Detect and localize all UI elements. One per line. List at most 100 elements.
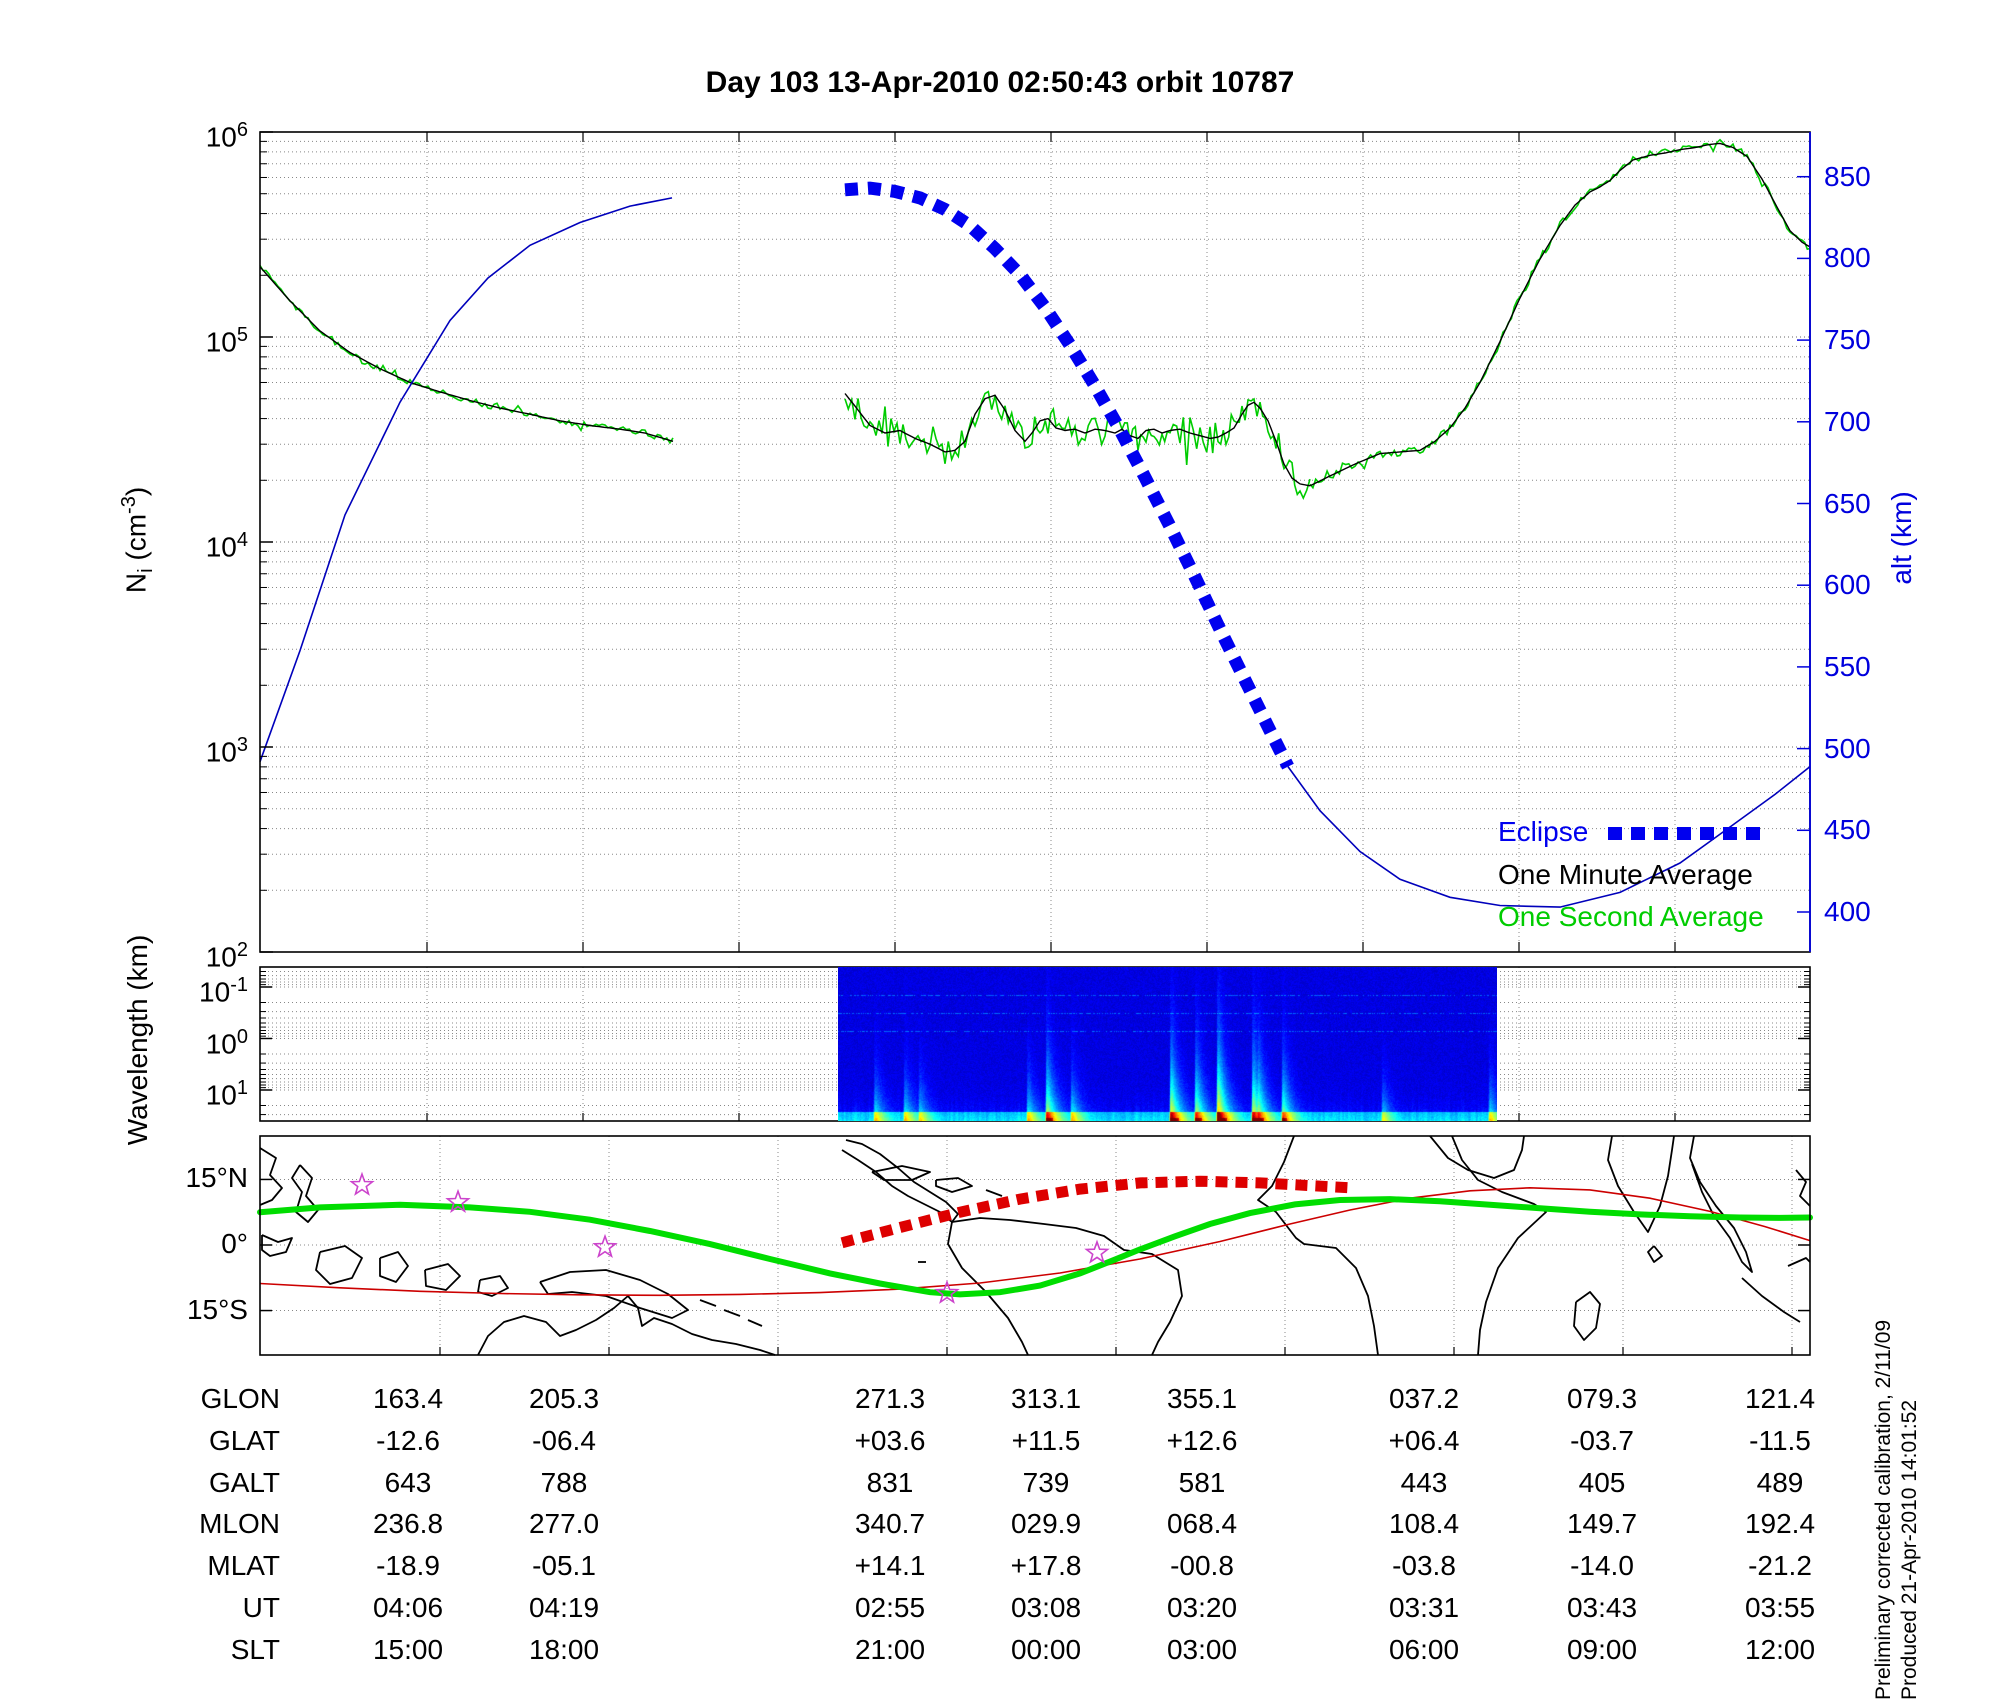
wavelength-axis-label: Wavelength (km) bbox=[122, 934, 153, 1146]
ni-axis-label: Ni (cm-3) bbox=[118, 486, 157, 594]
table-value-ut: 04:06 bbox=[372, 1592, 444, 1623]
alt-axis-label: alt (km) bbox=[1886, 491, 1917, 585]
table-value-glon: 355.1 bbox=[1166, 1383, 1238, 1414]
table-value-mlat: +17.8 bbox=[1010, 1550, 1082, 1581]
table-value-glon: 205.3 bbox=[528, 1383, 600, 1414]
table-value-mlat: -05.1 bbox=[532, 1550, 596, 1581]
page-title: Day 103 13-Apr-2010 02:50:43 orbit 10787 bbox=[705, 66, 1295, 99]
spectrogram-image bbox=[838, 967, 1497, 1121]
map-axes bbox=[259, 1135, 1811, 1356]
table-value-mlon: 236.8 bbox=[372, 1508, 444, 1539]
table-value-slt: 00:00 bbox=[1010, 1634, 1082, 1665]
map-grid bbox=[260, 1136, 1810, 1355]
calibration-note: Preliminary corrected calibration, 2/11/… bbox=[1872, 1319, 1895, 1700]
alt-tick-label: 850 bbox=[1824, 160, 1871, 192]
table-value-galt: 581 bbox=[1178, 1467, 1226, 1498]
table-value-glon: 079.3 bbox=[1566, 1383, 1638, 1414]
map-lat-tick-label: 15°S bbox=[186, 1293, 248, 1325]
wavelength-tick-label: 10-1 bbox=[199, 974, 248, 1008]
table-value-ut: 03:20 bbox=[1166, 1592, 1238, 1623]
density-axes bbox=[259, 131, 1811, 953]
alt-tick-label: 500 bbox=[1824, 732, 1871, 764]
table-value-mlat: -14.0 bbox=[1570, 1550, 1634, 1581]
table-value-glat: -06.4 bbox=[532, 1425, 596, 1456]
alt-tick-label: 800 bbox=[1824, 242, 1871, 274]
table-value-galt: 788 bbox=[540, 1467, 588, 1498]
table-value-mlon: 192.4 bbox=[1744, 1508, 1816, 1539]
table-value-glat: -11.5 bbox=[1749, 1425, 1811, 1456]
table-value-mlon: 340.7 bbox=[854, 1508, 926, 1539]
ni-tick-label: 104 bbox=[205, 529, 248, 563]
table-value-glat: +03.6 bbox=[854, 1425, 926, 1456]
alt-tick-label: 450 bbox=[1824, 814, 1871, 846]
alt-tick-label: 750 bbox=[1824, 324, 1871, 356]
map-ground-track bbox=[257, 1196, 1813, 1298]
ni-tick-label: 102 bbox=[205, 939, 248, 973]
one-minute-average-trace bbox=[259, 142, 1811, 487]
table-row-label-glat: GLAT bbox=[208, 1425, 280, 1456]
altitude-trace bbox=[259, 197, 1811, 908]
table-value-mlon: 068.4 bbox=[1166, 1508, 1238, 1539]
table-value-glat: -12.6 bbox=[376, 1425, 440, 1456]
table-value-galt: 739 bbox=[1022, 1467, 1070, 1498]
ni-tick-label: 105 bbox=[205, 324, 248, 358]
table-row-label-galt: GALT bbox=[208, 1467, 280, 1498]
table-value-ut: 03:55 bbox=[1744, 1592, 1816, 1623]
alt-tick-label: 700 bbox=[1824, 405, 1871, 437]
ni-tick-label: 103 bbox=[205, 734, 248, 768]
map-eclipse-track bbox=[840, 1175, 1351, 1249]
table-value-glat: +12.6 bbox=[1166, 1425, 1238, 1456]
table-value-galt: 831 bbox=[866, 1467, 914, 1498]
table-value-slt: 03:00 bbox=[1166, 1634, 1238, 1665]
table-value-mlon: 277.0 bbox=[528, 1508, 600, 1539]
table-value-galt: 405 bbox=[1578, 1467, 1626, 1498]
table-value-slt: 21:00 bbox=[854, 1634, 926, 1665]
table-value-slt: 12:00 bbox=[1744, 1634, 1816, 1665]
alt-tick-label: 400 bbox=[1824, 896, 1871, 927]
table-value-slt: 15:00 bbox=[372, 1634, 444, 1665]
table-value-glon: 037.2 bbox=[1388, 1383, 1460, 1414]
map-magnetic-equator bbox=[259, 1186, 1811, 1297]
ni-tick-label: 106 bbox=[205, 119, 248, 153]
table-value-mlat: -18.9 bbox=[376, 1550, 440, 1581]
legend-eclipse-dash-sample bbox=[1608, 827, 1764, 840]
table-value-glon: 163.4 bbox=[372, 1383, 444, 1414]
table-value-ut: 03:08 bbox=[1010, 1592, 1082, 1623]
table-row-label-ut: UT bbox=[242, 1592, 280, 1623]
table-value-glat: -03.7 bbox=[1570, 1425, 1634, 1456]
table-value-slt: 06:00 bbox=[1388, 1634, 1460, 1665]
table-value-ut: 03:43 bbox=[1566, 1592, 1638, 1623]
table-value-mlat: -03.8 bbox=[1392, 1550, 1456, 1581]
table-value-galt: 489 bbox=[1756, 1467, 1804, 1498]
table-value-ut: 04:19 bbox=[528, 1592, 600, 1623]
table-row-label-mlon: MLON bbox=[199, 1508, 280, 1539]
map-lat-tick-label: 15°N bbox=[185, 1162, 248, 1194]
eclipse-trace bbox=[844, 181, 1294, 770]
table-value-mlat: -00.8 bbox=[1170, 1550, 1234, 1581]
table-value-ut: 02:55 bbox=[854, 1592, 926, 1623]
table-value-mlat: +14.1 bbox=[854, 1550, 926, 1581]
density-grid bbox=[260, 132, 1810, 953]
table-value-glon: 121.4 bbox=[1744, 1383, 1816, 1414]
legend-label-eclipse: Eclipse bbox=[1498, 816, 1589, 847]
table-value-mlon: 149.7 bbox=[1566, 1508, 1638, 1539]
table-value-slt: 09:00 bbox=[1566, 1634, 1638, 1665]
legend-label-one-minute: One Minute Average bbox=[1498, 859, 1753, 890]
wavelength-tick-label: 101 bbox=[205, 1077, 248, 1111]
alt-tick-label: 650 bbox=[1824, 487, 1871, 519]
table-value-mlon: 108.4 bbox=[1388, 1508, 1460, 1539]
table-value-ut: 03:31 bbox=[1388, 1592, 1460, 1623]
table-row-label-slt: SLT bbox=[230, 1634, 280, 1665]
table-row-label-mlat: MLAT bbox=[207, 1550, 280, 1581]
map-station-stars bbox=[349, 1171, 1110, 1304]
table-value-glon: 271.3 bbox=[854, 1383, 926, 1414]
map-lat-tick-label: 0° bbox=[221, 1228, 248, 1259]
legend-label-one-second: One Second Average bbox=[1498, 901, 1764, 932]
alt-tick-label: 600 bbox=[1824, 569, 1871, 601]
table-value-mlat: -21.2 bbox=[1748, 1550, 1812, 1581]
table-value-glat: +06.4 bbox=[1388, 1425, 1460, 1456]
wavelength-tick-label: 100 bbox=[205, 1025, 248, 1059]
table-value-mlon: 029.9 bbox=[1010, 1508, 1082, 1539]
table-value-glat: +11.5 bbox=[1011, 1425, 1081, 1456]
